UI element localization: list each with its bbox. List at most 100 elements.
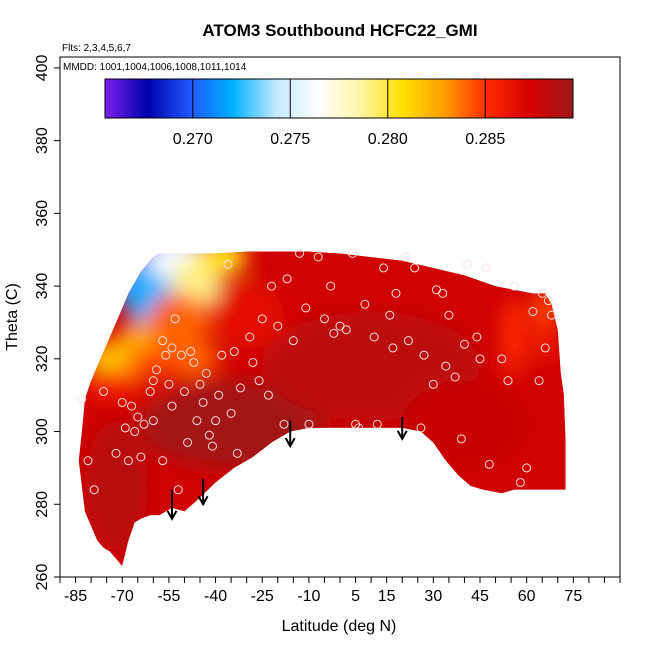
y-axis: 260 280 300 320 340 360 380 400: [34, 54, 60, 590]
y-tick-label: 280: [34, 491, 51, 518]
observation-point: [282, 274, 292, 284]
y-tick-label: 300: [34, 418, 51, 445]
x-axis: -85 -70 -55 -40 -25 -10 5 15 30 45 60 75: [59, 577, 621, 605]
observation-point: [379, 263, 389, 273]
x-tick-label: -10: [297, 588, 320, 605]
observation-point: [304, 419, 314, 429]
observation-point: [484, 459, 494, 469]
observation-point: [372, 419, 382, 429]
observation-point: [176, 350, 186, 360]
observation-point: [170, 314, 180, 324]
observation-point: [245, 332, 255, 342]
y-tick-label: 320: [34, 345, 51, 372]
observation-point: [120, 423, 130, 433]
observation-point: [540, 343, 550, 353]
observation-point: [214, 390, 224, 400]
observation-point: [509, 281, 519, 291]
observation-point: [369, 332, 379, 342]
observation-point: [279, 419, 289, 429]
tropopause-arrow: [166, 489, 178, 521]
field-blob: [209, 282, 284, 348]
observation-point: [528, 307, 538, 317]
observation-point: [522, 463, 532, 473]
tropopause-arrow: [396, 417, 408, 441]
observation-point: [77, 394, 87, 404]
observation-point: [179, 387, 189, 397]
observation-point: [83, 456, 93, 466]
observation-point: [201, 368, 211, 378]
observation-point: [537, 288, 547, 298]
x-tick-label: -70: [111, 588, 134, 605]
colorbar: 0.270 0.275 0.280 0.285: [104, 78, 574, 148]
observation-point: [400, 252, 410, 262]
observation-point: [428, 379, 438, 389]
x-tick-label: 60: [518, 588, 536, 605]
y-tick-label: 340: [34, 273, 51, 300]
x-tick-label: -55: [157, 588, 180, 605]
observation-point: [313, 252, 323, 262]
observation-point: [158, 456, 168, 466]
observation-point: [515, 477, 525, 487]
observation-point: [385, 310, 395, 320]
observation-point: [403, 336, 413, 346]
x-tick-label: 15: [378, 588, 396, 605]
observation-point: [503, 376, 513, 386]
observation-point: [459, 339, 469, 349]
colorbar-gradient: [104, 78, 574, 119]
observation-point: [164, 379, 174, 389]
observation-point: [130, 427, 140, 437]
observation-point: [438, 288, 448, 298]
observation-point: [139, 419, 149, 429]
observation-points: [77, 248, 557, 495]
field-blobs: [78, 251, 558, 552]
observation-point: [111, 448, 121, 458]
observation-point: [204, 430, 214, 440]
x-axis-label: Latitude (deg N): [282, 618, 397, 635]
field-blob: [84, 420, 148, 552]
observation-point: [267, 281, 277, 291]
observation-point: [183, 437, 193, 447]
observation-point: [151, 365, 161, 375]
observation-point: [89, 485, 99, 495]
observation-point: [288, 336, 298, 346]
observation-point: [319, 314, 329, 324]
x-tick-label: -25: [251, 588, 274, 605]
x-tick-label: 30: [424, 588, 442, 605]
observation-point: [207, 441, 217, 451]
concentration-field: [78, 251, 566, 567]
observation-point: [341, 325, 351, 335]
chart-title: ATOM3 Southbound HCFC22_GMI: [202, 21, 477, 40]
observation-point: [329, 328, 339, 338]
y-tick-label: 380: [34, 127, 51, 154]
observation-point: [99, 387, 109, 397]
observation-point: [543, 296, 553, 306]
observation-point: [497, 354, 507, 364]
observation-point: [347, 248, 357, 258]
field-blob: [175, 340, 219, 377]
observation-point: [295, 248, 305, 258]
observation-point: [123, 456, 133, 466]
observation-point: [232, 448, 242, 458]
field-blob: [84, 369, 135, 399]
observation-point: [463, 259, 473, 269]
observation-point: [127, 401, 137, 411]
observation-point: [158, 336, 168, 346]
field-area: [77, 248, 566, 567]
observation-point: [263, 390, 273, 400]
observation-point: [133, 412, 143, 422]
colorbar-tick-label: 0.285: [465, 131, 505, 148]
x-tick-label: -85: [64, 588, 87, 605]
observation-point: [167, 401, 177, 411]
observation-point: [217, 350, 227, 360]
field-blob: [536, 318, 555, 363]
observation-point: [354, 423, 364, 433]
observation-point: [161, 350, 171, 360]
observation-point: [441, 361, 451, 371]
observation-point: [223, 259, 233, 269]
observation-point: [444, 310, 454, 320]
observation-point: [189, 357, 199, 367]
observation-point: [254, 376, 264, 386]
y-tick-label: 260: [34, 564, 51, 591]
observation-point: [534, 376, 544, 386]
observation-point: [360, 299, 370, 309]
